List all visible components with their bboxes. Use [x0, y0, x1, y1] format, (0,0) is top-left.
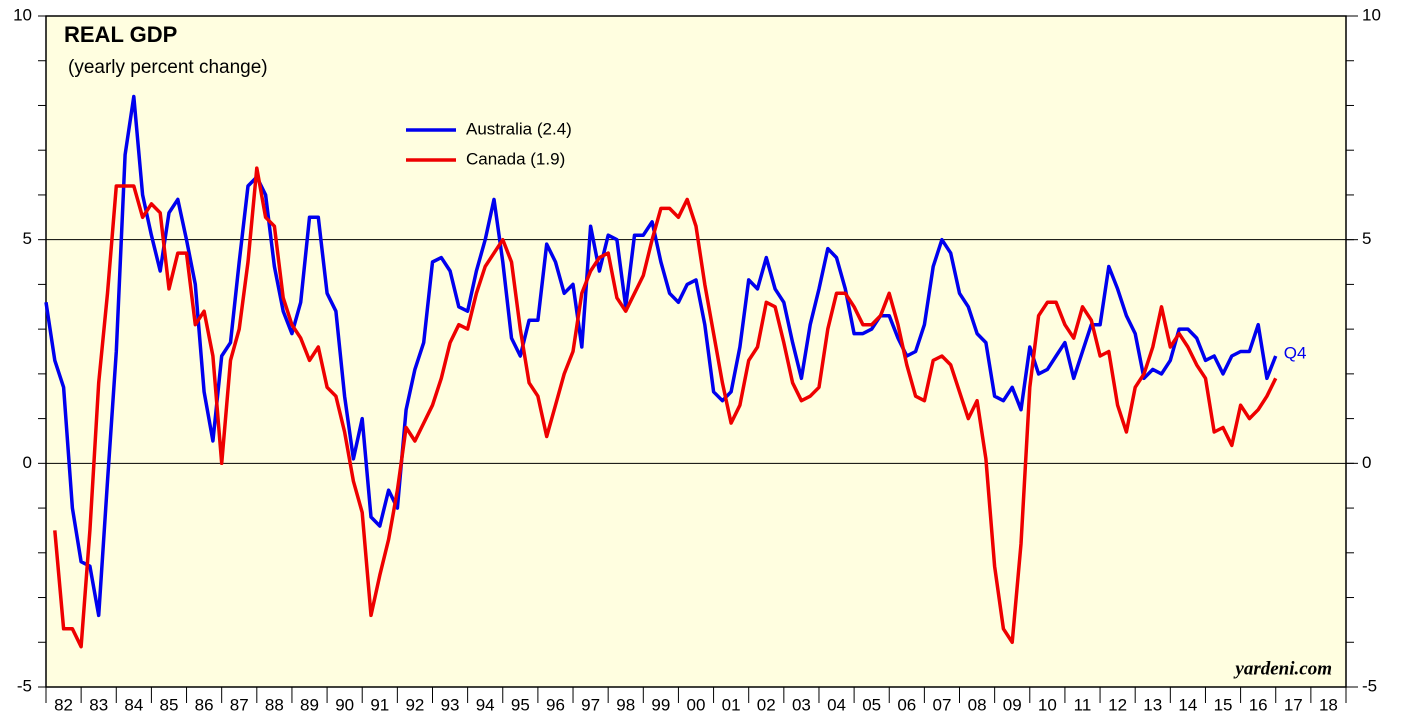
x-tick-label: 03 [792, 695, 811, 714]
x-tick-label: 13 [1143, 695, 1162, 714]
x-tick-label: 92 [405, 695, 424, 714]
plot-area [45, 15, 1347, 688]
x-tick-label: 04 [827, 695, 846, 714]
source: yardeni.com [1233, 658, 1332, 679]
x-tick-label: 90 [335, 695, 354, 714]
legend-label: Australia (2.4) [466, 119, 572, 138]
x-tick-label: 18 [1319, 695, 1338, 714]
x-tick-label: 16 [1249, 695, 1268, 714]
x-tick-label: 94 [476, 695, 495, 714]
x-tick-label: 96 [546, 695, 565, 714]
x-tick-label: 14 [1178, 695, 1197, 714]
x-tick-label: 11 [1074, 695, 1092, 714]
y-tick-label: 5 [23, 229, 32, 248]
x-tick-label: 08 [968, 695, 987, 714]
chart-subtitle: (yearly percent change) [68, 57, 268, 78]
x-tick-label: 82 [54, 695, 73, 714]
x-tick-label: 86 [195, 695, 214, 714]
x-tick-label: 07 [932, 695, 951, 714]
x-tick-label: 85 [160, 695, 179, 714]
x-tick-label: 87 [230, 695, 249, 714]
x-tick-label: 98 [616, 695, 635, 714]
legend-label: Canada (1.9) [466, 149, 565, 168]
x-tick-label: 10 [1038, 695, 1057, 714]
x-tick-label: 12 [1108, 695, 1127, 714]
x-tick-label: 15 [1214, 695, 1233, 714]
x-tick-label: 93 [441, 695, 460, 714]
x-tick-label: 84 [124, 695, 143, 714]
x-tick-label: 91 [370, 695, 389, 714]
series-line [53, 166, 1278, 649]
x-tick-label: 02 [757, 695, 776, 714]
series-line [44, 94, 1278, 618]
x-tick-label: 17 [1284, 695, 1303, 714]
x-tick-label: 89 [300, 695, 319, 714]
y2-tick-label: 0 [1362, 453, 1371, 472]
x-tick-label: 83 [89, 695, 108, 714]
y2-tick-label: -5 [1362, 676, 1377, 695]
x-tick-label: 95 [511, 695, 530, 714]
x-tick-label: 00 [687, 695, 706, 714]
x-tick-label: 05 [862, 695, 881, 714]
x-tick-label: 01 [722, 695, 741, 714]
chart-title: REAL GDP [64, 22, 177, 47]
x-tick-label: 97 [581, 695, 600, 714]
x-tick-label: 88 [265, 695, 284, 714]
x-tick-label: 99 [651, 695, 670, 714]
x-tick-label: 06 [897, 695, 916, 714]
y-tick-label: 0 [23, 453, 32, 472]
annotation: Q4 [1284, 343, 1307, 362]
y-tick-label: 10 [13, 5, 32, 24]
x-tick-label: 09 [1003, 695, 1022, 714]
y-tick-label: -5 [17, 676, 32, 695]
y2-tick-label: 5 [1362, 229, 1371, 248]
y2-tick-label: 10 [1362, 5, 1381, 24]
